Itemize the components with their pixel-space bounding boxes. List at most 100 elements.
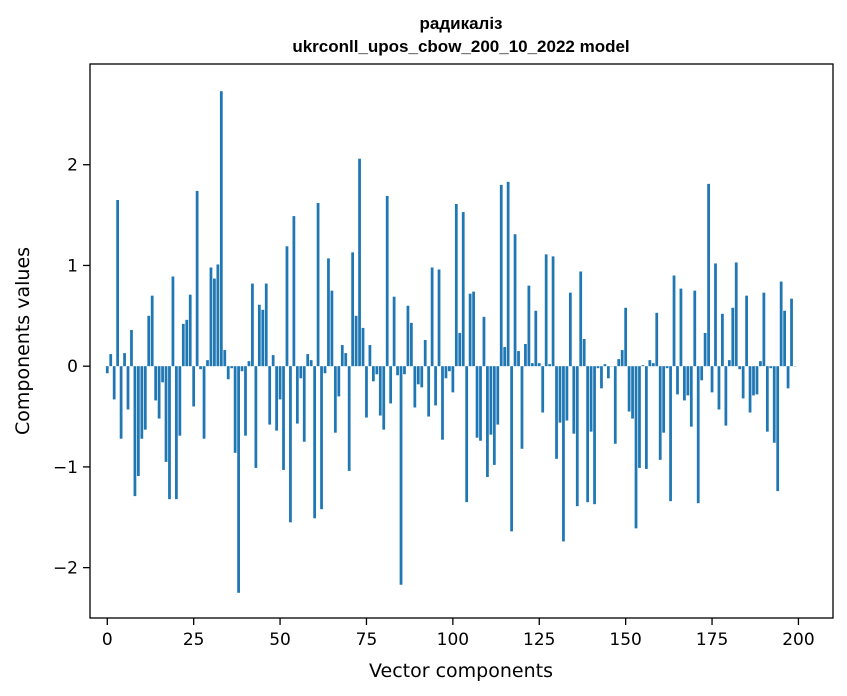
bar-108 bbox=[479, 366, 482, 441]
bar-130 bbox=[555, 366, 558, 459]
x-axis-label: Vector components bbox=[369, 660, 553, 682]
bar-23 bbox=[185, 319, 189, 367]
bar-38 bbox=[237, 366, 240, 593]
bar-26 bbox=[195, 190, 199, 367]
bar-37 bbox=[233, 366, 237, 453]
x-tick-label: 125 bbox=[523, 630, 555, 650]
bar-29 bbox=[206, 360, 209, 367]
bar-153 bbox=[634, 366, 638, 529]
bar-60 bbox=[313, 366, 317, 519]
bar-89 bbox=[413, 366, 417, 408]
bar-164 bbox=[672, 275, 676, 367]
bar-101 bbox=[454, 204, 458, 367]
bar-140 bbox=[589, 366, 593, 432]
bar-67 bbox=[337, 366, 341, 397]
bar-150 bbox=[624, 307, 628, 367]
bar-195 bbox=[779, 281, 783, 367]
bar-144 bbox=[603, 364, 607, 367]
bar-68 bbox=[340, 345, 344, 367]
bar-125 bbox=[537, 363, 541, 367]
bar-14 bbox=[154, 366, 158, 401]
bar-45 bbox=[261, 309, 265, 367]
bar-143 bbox=[600, 366, 603, 389]
bar-177 bbox=[717, 366, 721, 410]
bar-168 bbox=[686, 366, 690, 396]
bar-7 bbox=[130, 329, 133, 367]
bar-72 bbox=[354, 315, 358, 367]
bar-117 bbox=[510, 366, 513, 532]
bar-121 bbox=[524, 344, 527, 367]
bar-120 bbox=[520, 366, 524, 449]
bar-188 bbox=[755, 366, 759, 395]
bars-group bbox=[105, 91, 797, 593]
bar-119 bbox=[517, 351, 520, 367]
bar-31 bbox=[213, 278, 216, 367]
bar-157 bbox=[648, 360, 652, 367]
chart-subtitle: ukrconll_upos_cbow_200_10_2022 model bbox=[292, 37, 629, 56]
bar-39 bbox=[240, 366, 244, 372]
bar-169 bbox=[689, 366, 693, 427]
bar-184 bbox=[741, 366, 745, 399]
bar-104 bbox=[465, 366, 469, 503]
bar-78 bbox=[375, 366, 379, 375]
bar-96 bbox=[437, 269, 441, 367]
bar-141 bbox=[593, 366, 596, 505]
bar-133 bbox=[565, 366, 569, 421]
bar-44 bbox=[257, 304, 261, 367]
bar-179 bbox=[724, 366, 728, 426]
bar-111 bbox=[489, 366, 493, 435]
x-tick-label: 75 bbox=[356, 630, 378, 650]
y-tick-label: 0 bbox=[67, 357, 78, 377]
bar-79 bbox=[378, 366, 382, 416]
bar-27 bbox=[199, 366, 202, 370]
bar-137 bbox=[579, 271, 583, 367]
bar-180 bbox=[727, 360, 731, 367]
bar-13 bbox=[150, 295, 154, 367]
bar-43 bbox=[254, 366, 258, 468]
bar-173 bbox=[703, 332, 707, 367]
bar-76 bbox=[368, 345, 372, 367]
bar-82 bbox=[389, 366, 393, 404]
bar-83 bbox=[392, 296, 396, 367]
bar-84 bbox=[396, 366, 399, 376]
bar-32 bbox=[216, 264, 220, 367]
bar-77 bbox=[371, 366, 375, 382]
bar-12 bbox=[147, 315, 151, 367]
bar-159 bbox=[655, 312, 659, 367]
bar-90 bbox=[416, 366, 420, 385]
x-tick-label: 0 bbox=[102, 630, 113, 650]
bar-134 bbox=[568, 292, 572, 367]
y-tick-label: −1 bbox=[53, 458, 78, 478]
bar-160 bbox=[658, 366, 662, 460]
bar-113 bbox=[496, 366, 500, 425]
bar-197 bbox=[786, 366, 790, 389]
bar-49 bbox=[275, 366, 278, 431]
bar-98 bbox=[444, 366, 448, 379]
bar-1 bbox=[109, 354, 113, 367]
bar-148 bbox=[617, 359, 621, 367]
bar-11 bbox=[143, 366, 147, 430]
bar-99 bbox=[448, 366, 451, 372]
bar-152 bbox=[631, 366, 634, 419]
x-tick-label: 200 bbox=[782, 630, 814, 650]
bar-59 bbox=[309, 360, 313, 367]
bar-69 bbox=[344, 353, 348, 367]
bar-9 bbox=[137, 366, 140, 476]
bar-0 bbox=[105, 366, 109, 374]
bar-94 bbox=[430, 267, 434, 367]
bar-91 bbox=[420, 366, 424, 388]
bar-122 bbox=[527, 285, 531, 367]
bar-81 bbox=[385, 195, 389, 367]
bar-112 bbox=[492, 366, 496, 465]
x-axis-ticks: 0 25 50 75 100 125 150 175 200 bbox=[102, 618, 815, 650]
bar-63 bbox=[323, 366, 327, 374]
bar-155 bbox=[641, 365, 645, 367]
bar-87 bbox=[406, 305, 410, 367]
bar-73 bbox=[358, 158, 361, 367]
x-tick-label: 175 bbox=[696, 630, 728, 650]
bar-187 bbox=[752, 366, 755, 396]
bar-52 bbox=[285, 246, 289, 367]
bar-131 bbox=[558, 366, 562, 423]
bar-100 bbox=[451, 366, 455, 393]
bar-158 bbox=[651, 363, 655, 367]
